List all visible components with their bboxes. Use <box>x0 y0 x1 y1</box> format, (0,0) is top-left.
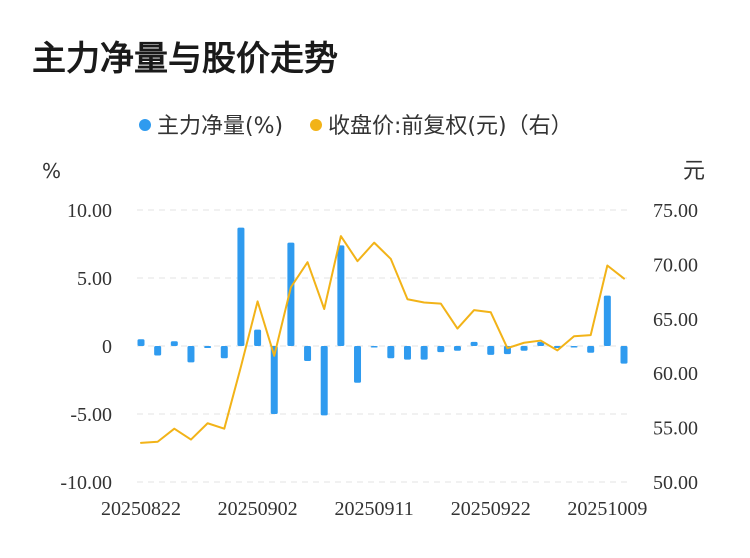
legend: 主力净量(%) 收盘价:前复权(元)（右） <box>139 114 573 139</box>
net-volume-bar <box>354 346 362 383</box>
net-volume-bar <box>387 346 395 359</box>
legend-label-close-price: 收盘价:前复权(元)（右） <box>328 114 573 139</box>
net-volume-bar <box>520 346 528 351</box>
net-volume-bar <box>237 227 245 346</box>
right-tick-label: 75.00 <box>653 200 698 222</box>
net-volume-bar <box>437 346 445 353</box>
net-volume-bar <box>587 346 595 353</box>
net-volume-bar <box>337 245 345 346</box>
net-volume-bar <box>254 329 262 346</box>
left-tick-label: -10.00 <box>60 472 112 494</box>
net-volume-bar <box>170 341 178 346</box>
net-volume-bar <box>420 346 428 360</box>
net-volume-bar <box>320 346 328 416</box>
right-tick-label: 50.00 <box>653 472 698 494</box>
legend-marker-close-price <box>310 119 322 131</box>
right-tick-label: 70.00 <box>653 254 698 276</box>
x-tick-label: 20251009 <box>567 498 647 520</box>
left-tick-label: 10.00 <box>67 200 112 222</box>
left-tick-label: -5.00 <box>70 404 112 426</box>
net-volume-bar <box>453 346 461 351</box>
x-tick-label: 20250922 <box>451 498 531 520</box>
net-volume-bar <box>187 346 195 363</box>
net-volume-bar <box>620 346 628 364</box>
net-volume-bar <box>137 339 145 346</box>
right-tick-label: 65.00 <box>653 309 698 331</box>
net-volume-bar <box>537 341 545 346</box>
net-volume-bar <box>204 346 212 349</box>
net-volume-bar <box>403 346 411 360</box>
net-volume-bar <box>553 346 561 349</box>
right-tick-label: 55.00 <box>653 418 698 440</box>
net-volume-bar <box>154 346 162 356</box>
net-volume-bars <box>137 227 628 416</box>
legend-marker-net-volume <box>139 119 151 131</box>
left-axis-ticks: 10.00 5.00 0 -5.00 -10.00 <box>60 200 112 494</box>
gridlines <box>137 209 628 483</box>
left-tick-label: 0 <box>102 336 112 358</box>
net-volume-bar <box>470 341 478 346</box>
left-tick-label: 5.00 <box>77 268 112 290</box>
legend-label-net-volume: 主力净量(%) <box>157 114 283 139</box>
left-axis-unit: % <box>42 159 61 183</box>
net-volume-bar <box>487 346 495 355</box>
net-volume-bar <box>570 346 578 348</box>
net-volume-bar <box>304 346 312 361</box>
net-volume-bar <box>603 295 611 346</box>
x-tick-label: 20250902 <box>218 498 298 520</box>
chart-title: 主力净量与股价走势 <box>32 39 338 79</box>
net-volume-bar <box>220 346 228 359</box>
x-axis-ticks: 20250822 20250902 20250911 20250922 20251009 <box>101 498 647 520</box>
net-volume-bar <box>287 242 295 346</box>
right-axis-ticks: 75.00 70.00 65.00 60.00 55.00 50.00 <box>653 200 698 494</box>
close-price-series <box>140 235 625 444</box>
close-price-line <box>140 235 625 444</box>
x-tick-label: 20250911 <box>335 498 414 520</box>
net-volume-bar <box>370 346 378 348</box>
net-volume-bar <box>270 346 278 414</box>
right-tick-label: 60.00 <box>653 363 698 385</box>
right-axis-unit: 元 <box>683 159 705 184</box>
x-tick-label: 20250822 <box>101 498 181 520</box>
